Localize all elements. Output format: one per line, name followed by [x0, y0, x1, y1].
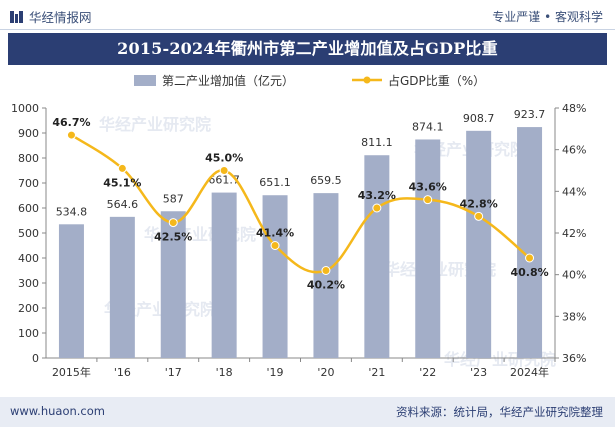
ratio-point	[525, 253, 535, 263]
y-right-tick-label: 46%	[562, 144, 586, 157]
legend-label-line: 占GDP比重（%）	[388, 73, 485, 88]
bar	[313, 193, 339, 358]
ratio-point	[66, 130, 76, 140]
y-left-tick-label: 1000	[11, 102, 39, 115]
x-tick-label: '20	[317, 366, 334, 379]
ratio-value-label: 41.4%	[256, 227, 294, 240]
bar-value-label: 908.7	[463, 112, 495, 125]
x-tick-label: '23	[470, 366, 487, 379]
ratio-point	[474, 211, 484, 221]
legend-label-bar: 第二产业增加值（亿元）	[162, 73, 294, 88]
bar	[262, 195, 288, 358]
ratio-point	[321, 266, 331, 275]
watermark-text: 华经产业研究院	[99, 115, 211, 134]
y-left-tick-label: 100	[18, 327, 39, 340]
ratio-point	[423, 195, 433, 205]
y-right-tick-label: 48%	[562, 102, 586, 115]
bar	[58, 224, 84, 358]
ratio-value-label: 45.0%	[205, 152, 243, 165]
header-bar: 华经情报网 专业严谨 • 客观科学	[0, 0, 615, 30]
chart: 华经产业研究院华经产业研究院华经产业研究院华经产业研究院华经产业研究院华经产业研…	[11, 73, 586, 379]
source-note: 资料来源：统计局，华经产业研究院整理	[396, 405, 603, 419]
y-left-tick-label: 900	[18, 127, 39, 140]
y-right-tick-label: 42%	[562, 227, 586, 240]
x-tick-label: 2015年	[52, 365, 91, 379]
y-left-tick-label: 400	[18, 252, 39, 265]
brand-name: 华经情报网	[29, 10, 92, 25]
ratio-value-label: 43.6%	[409, 181, 447, 194]
y-right-tick-label: 44%	[562, 185, 586, 198]
website-link[interactable]: www.huaon.com	[10, 404, 105, 418]
x-tick-label: '16	[114, 366, 131, 379]
ratio-value-label: 43.2%	[358, 189, 396, 202]
bar-value-label: 659.5	[310, 174, 342, 187]
bar-value-label: 811.1	[361, 136, 393, 149]
bar-value-label: 874.1	[412, 120, 444, 133]
y-left-tick-label: 300	[18, 277, 39, 290]
bar-value-label: 923.7	[514, 108, 546, 121]
bar-value-label: 564.6	[107, 198, 139, 211]
ratio-value-label: 40.2%	[307, 279, 345, 292]
bar	[211, 192, 237, 358]
bar	[517, 127, 543, 358]
y-right-tick-label: 40%	[562, 269, 586, 282]
ratio-point	[270, 241, 280, 250]
x-tick-label: 2024年	[510, 365, 549, 379]
y-right-tick-label: 36%	[562, 352, 586, 365]
y-left-tick-label: 700	[18, 177, 39, 190]
ratio-value-label: 40.8%	[510, 266, 548, 279]
bar	[466, 130, 492, 358]
bar	[364, 155, 390, 358]
brand: 华经情报网	[10, 7, 92, 26]
chart-title: 2015-2024年衢州市第二产业增加值及占GDP比重	[8, 33, 607, 65]
bar-value-label: 587	[163, 192, 184, 205]
x-tick-label: '21	[368, 366, 385, 379]
bar-value-label: 534.8	[56, 205, 88, 218]
ratio-point	[219, 166, 229, 175]
ratio-value-label: 42.8%	[460, 197, 498, 210]
y-left-tick-label: 800	[18, 152, 39, 165]
y-left-tick-label: 200	[18, 302, 39, 315]
bar	[415, 139, 441, 358]
bar-value-label: 651.1	[259, 176, 291, 189]
x-tick-label: '17	[165, 366, 182, 379]
x-tick-label: '19	[267, 366, 284, 379]
ratio-value-label: 46.7%	[52, 116, 90, 129]
ratio-value-label: 45.1%	[103, 176, 141, 189]
x-tick-label: '22	[419, 366, 436, 379]
bar	[160, 211, 186, 358]
y-right-tick-label: 38%	[562, 310, 586, 323]
footer: www.huaon.com 资料来源：统计局，华经产业研究院整理	[0, 397, 615, 427]
bar	[109, 216, 135, 358]
tagline: 专业严谨 • 客观科学	[492, 10, 603, 24]
ratio-point	[168, 218, 178, 228]
x-tick-label: '18	[216, 366, 233, 379]
y-left-tick-label: 0	[32, 352, 39, 365]
y-left-tick-label: 500	[18, 227, 39, 240]
ratio-line	[70, 134, 531, 274]
ratio-point	[117, 163, 127, 173]
legend-marker-line	[363, 76, 371, 84]
brand-logo-icon	[10, 10, 23, 23]
y-left-tick-label: 600	[18, 202, 39, 215]
ratio-point	[372, 203, 382, 213]
ratio-value-label: 42.5%	[154, 231, 192, 244]
legend-swatch-bar	[134, 75, 156, 86]
